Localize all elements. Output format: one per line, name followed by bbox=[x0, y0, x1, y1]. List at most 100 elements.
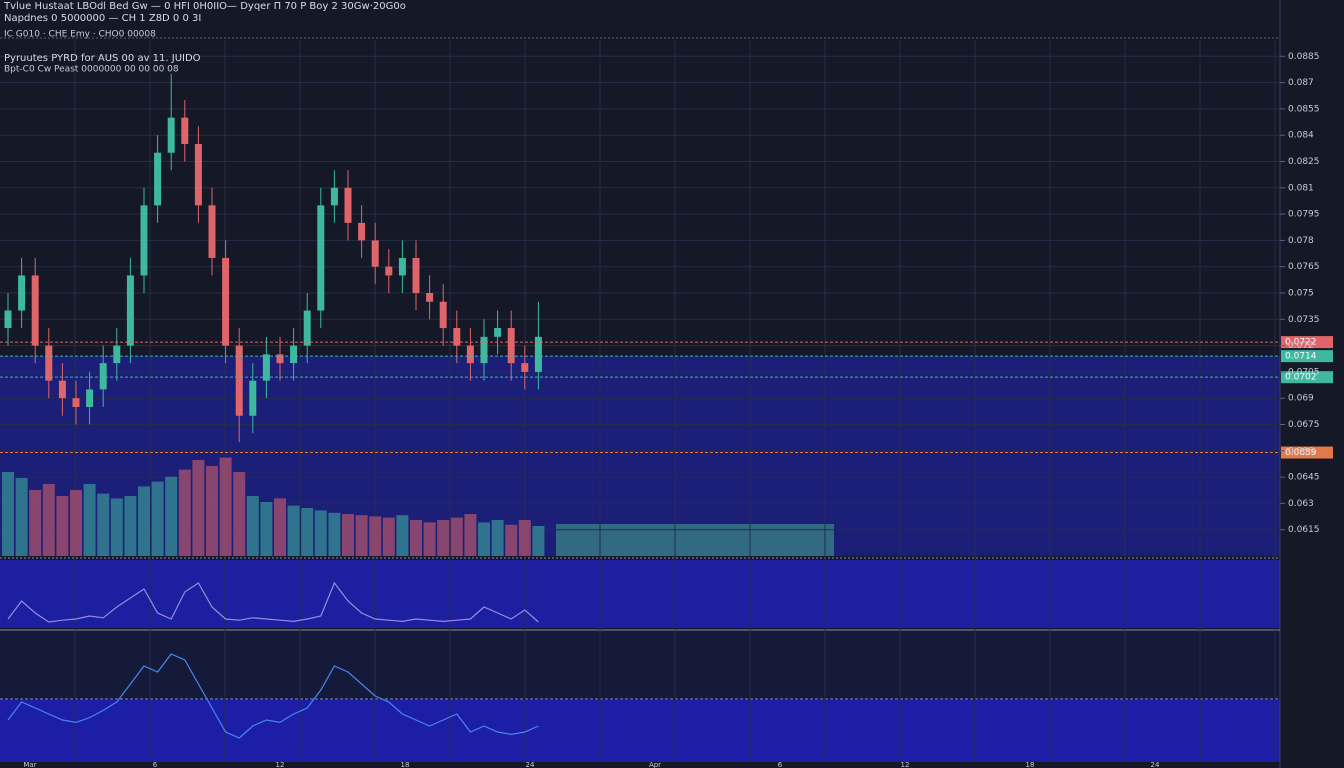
candle-body bbox=[126, 275, 134, 346]
candle-body bbox=[86, 389, 94, 407]
price-badge bbox=[1281, 336, 1333, 349]
volume-bar bbox=[192, 460, 205, 556]
candle-body bbox=[412, 257, 420, 293]
volume-bar bbox=[70, 490, 82, 556]
volume-bar bbox=[518, 520, 531, 556]
candle-body bbox=[330, 187, 338, 206]
y-tick-label: 0.066 bbox=[1288, 446, 1314, 456]
candle-body bbox=[494, 328, 502, 337]
candle-body bbox=[18, 275, 26, 311]
candle-body bbox=[317, 205, 325, 311]
volume-bar bbox=[260, 502, 273, 556]
price-badge-label: 0.0659 bbox=[1285, 448, 1317, 458]
volume-bar bbox=[464, 514, 477, 556]
candle-body bbox=[99, 363, 107, 390]
candle-body bbox=[154, 152, 162, 206]
indicator-line bbox=[7, 653, 539, 739]
volume-bar bbox=[301, 508, 314, 556]
volume-bar bbox=[450, 517, 463, 556]
y-tick-label: 0.0705 bbox=[1288, 367, 1320, 377]
volume-bar bbox=[342, 514, 354, 556]
volume-bar bbox=[124, 496, 137, 556]
volume-bar bbox=[29, 490, 42, 556]
price-badge bbox=[1281, 446, 1333, 459]
volume-bar bbox=[437, 520, 450, 556]
volume-bar bbox=[110, 498, 123, 556]
candle-body bbox=[249, 380, 257, 416]
price-badge-label: 0.0714 bbox=[1285, 352, 1317, 362]
y-tick-label: 0.087 bbox=[1288, 78, 1314, 88]
volume-bar bbox=[151, 481, 164, 556]
candle-body bbox=[31, 275, 39, 346]
volume-bar bbox=[369, 516, 382, 556]
candle-body bbox=[439, 301, 447, 329]
x-tick-label: 18 bbox=[401, 761, 410, 768]
candle-body bbox=[167, 117, 175, 153]
volume-bar bbox=[410, 520, 422, 556]
price-badge-label: 0.0702 bbox=[1285, 373, 1317, 383]
volume-bar bbox=[165, 476, 178, 556]
volume-bar bbox=[233, 472, 246, 556]
volume-bar bbox=[532, 526, 545, 556]
volume-bar bbox=[206, 466, 218, 556]
candle-body bbox=[4, 310, 12, 329]
indicator-line bbox=[7, 581, 539, 623]
header-text: Tvlue Hustaat LBOdl Bed Gw — 0 HFI 0H0II… bbox=[3, 1, 406, 12]
volume-bar bbox=[478, 522, 490, 556]
candle-body bbox=[426, 293, 434, 302]
candle-body bbox=[262, 354, 270, 381]
y-tick-label: 0.063 bbox=[1288, 499, 1314, 509]
volume-bar bbox=[15, 478, 28, 556]
volume-bar bbox=[423, 522, 436, 556]
x-tick-label: Apr bbox=[649, 761, 661, 768]
candle-body bbox=[45, 345, 53, 381]
candle-body bbox=[453, 328, 461, 346]
volume-bar bbox=[246, 496, 259, 556]
volume-bar bbox=[274, 498, 286, 556]
price-badge bbox=[1281, 350, 1333, 363]
candle-body bbox=[181, 117, 189, 144]
price-badge bbox=[1281, 371, 1333, 384]
candle-body bbox=[290, 345, 298, 364]
y-tick-label: 0.081 bbox=[1288, 183, 1314, 193]
candle-body bbox=[480, 336, 488, 364]
x-tick-label: 24 bbox=[526, 761, 535, 768]
candle-body bbox=[58, 380, 66, 399]
y-tick-label: 0.069 bbox=[1288, 394, 1314, 404]
volume-bar bbox=[56, 496, 69, 556]
candle-body bbox=[344, 187, 352, 223]
y-tick-label: 0.072 bbox=[1288, 341, 1314, 351]
candle-body bbox=[303, 310, 311, 346]
header-text: Napdnes 0 5000000 — CH 1 Z8D 0 0 3I bbox=[4, 13, 201, 24]
y-tick-label: 0.0675 bbox=[1288, 420, 1320, 430]
candle-body bbox=[521, 363, 529, 372]
volume-bar bbox=[382, 517, 395, 556]
x-tick-label: 12 bbox=[901, 761, 910, 768]
y-tick-label: 0.075 bbox=[1288, 289, 1314, 299]
symbol-subtitle: Bpt-C0 Cw Peast 0000000 00 00 00 08 bbox=[4, 65, 179, 75]
volume-bar bbox=[42, 484, 55, 556]
symbol-title: Pyruutes PYRD for AUS 00 av 11. JUIDO bbox=[4, 53, 201, 64]
y-tick-label: 0.0645 bbox=[1288, 473, 1320, 483]
candle-body bbox=[507, 328, 515, 364]
candle-body bbox=[235, 345, 243, 416]
volume-bar bbox=[97, 493, 110, 556]
y-tick-label: 0.0615 bbox=[1288, 525, 1320, 535]
y-tick-label: 0.0735 bbox=[1288, 315, 1320, 325]
volume-bar bbox=[2, 472, 14, 556]
y-tick-label: 0.0825 bbox=[1288, 157, 1320, 167]
y-tick-label: 0.084 bbox=[1288, 131, 1314, 141]
header-text: IC G010 · CHE Emy · CHO0 00008 bbox=[4, 30, 156, 40]
volume-bar bbox=[491, 520, 504, 556]
volume-bar bbox=[355, 515, 368, 556]
candle-body bbox=[140, 205, 148, 276]
volume-bar bbox=[396, 515, 409, 556]
x-tick-label: Mar bbox=[23, 761, 36, 768]
y-tick-label: 0.0885 bbox=[1288, 52, 1320, 62]
volume-bar bbox=[178, 469, 191, 556]
volume-bar bbox=[314, 510, 327, 556]
y-tick-label: 0.0855 bbox=[1288, 104, 1320, 114]
x-tick-label: 24 bbox=[1151, 761, 1160, 768]
candle-body bbox=[398, 257, 406, 276]
volume-bar bbox=[287, 505, 300, 556]
